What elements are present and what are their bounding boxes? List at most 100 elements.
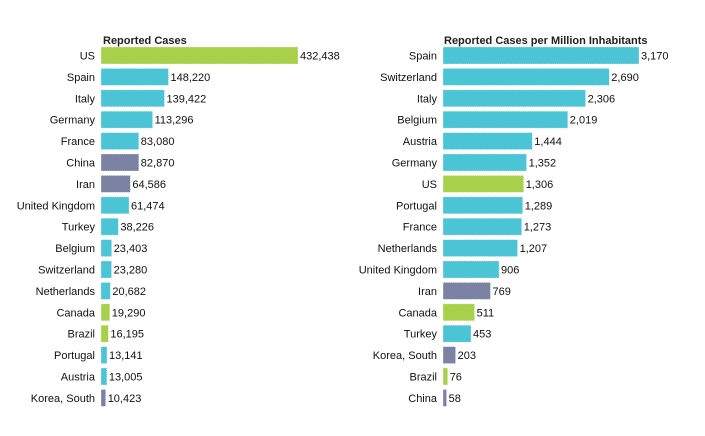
bar <box>100 110 153 129</box>
category-label: United Kingdom <box>359 265 437 277</box>
category-label: Portugal <box>396 200 437 212</box>
bar <box>442 282 491 300</box>
category-label: Switzerland <box>380 72 437 84</box>
bar <box>100 260 112 279</box>
value-label: 19,290 <box>112 307 146 319</box>
value-label: 38,226 <box>120 222 154 234</box>
value-label: 1,306 <box>526 179 554 191</box>
value-label: 61,474 <box>131 200 165 212</box>
category-label: Italy <box>75 93 96 105</box>
value-label: 1,289 <box>525 200 553 212</box>
category-label: Spain <box>67 72 95 84</box>
category-label: Italy <box>417 93 438 105</box>
value-label: 511 <box>477 307 495 319</box>
bar <box>442 196 523 215</box>
value-label: 203 <box>458 350 476 362</box>
value-label: 769 <box>493 286 511 298</box>
value-label: 148,220 <box>171 72 211 84</box>
chart-panel-1: Reported Cases US 432,438 Spain 148,220 Italy… <box>17 35 340 407</box>
chart-title: Reported Cases per Million Inhabitants <box>444 35 648 47</box>
bar <box>442 110 569 129</box>
bar <box>442 46 640 65</box>
category-label: Korea, South <box>373 350 437 362</box>
value-label: 76 <box>450 372 462 384</box>
category-label: Germany <box>50 115 96 127</box>
category-label: Belgium <box>55 243 95 255</box>
category-label: US <box>422 179 437 191</box>
bar <box>442 89 586 108</box>
bar <box>442 260 500 279</box>
value-label: 83,080 <box>141 136 175 148</box>
category-label: Netherlands <box>36 286 96 298</box>
value-label: 23,403 <box>114 243 148 255</box>
value-label: 906 <box>501 265 519 277</box>
bar <box>442 68 610 86</box>
bar <box>100 89 165 108</box>
value-label: 113,296 <box>155 115 194 127</box>
value-label: 10,423 <box>108 393 142 405</box>
value-label: 2,019 <box>570 115 598 127</box>
category-label: Spain <box>409 51 437 63</box>
chart-panel-2: Reported Cases per Million Inhabitants Sp… <box>359 35 669 407</box>
category-label: Austria <box>403 136 438 148</box>
bar <box>100 324 109 343</box>
category-label: Belgium <box>397 115 437 127</box>
bar <box>442 346 456 364</box>
value-label: 13,005 <box>109 372 143 384</box>
category-label: Canada <box>56 307 95 319</box>
category-label: Brazil <box>67 329 95 341</box>
category-label: US <box>80 51 95 63</box>
category-label: United Kingdom <box>17 200 95 212</box>
bar <box>100 282 111 300</box>
category-label: Portugal <box>54 350 95 362</box>
value-label: 139,422 <box>167 93 207 105</box>
bar <box>100 346 108 364</box>
category-label: Turkey <box>62 222 96 234</box>
category-label: China <box>408 393 438 405</box>
category-label: Canada <box>398 307 437 319</box>
value-label: 82,870 <box>141 158 175 170</box>
value-label: 64,586 <box>132 179 166 191</box>
bar <box>442 239 518 257</box>
bar <box>442 324 472 343</box>
value-label: 1,273 <box>524 222 552 234</box>
value-label: 13,141 <box>109 350 143 362</box>
value-label: 23,280 <box>114 265 148 277</box>
category-label: Brazil <box>409 372 437 384</box>
bar <box>100 68 169 86</box>
value-label: 20,682 <box>112 286 146 298</box>
category-label: Switzerland <box>38 265 95 277</box>
value-label: 1,352 <box>529 158 557 170</box>
value-label: 2,690 <box>611 72 639 84</box>
bar <box>442 132 533 150</box>
value-label: 432,438 <box>300 51 340 63</box>
bar <box>100 217 119 236</box>
value-label: 16,195 <box>110 329 144 341</box>
bar <box>100 367 108 386</box>
bar <box>442 303 475 322</box>
value-label: 2,306 <box>588 93 616 105</box>
category-label: China <box>66 158 96 170</box>
value-label: 3,170 <box>641 51 669 63</box>
value-label: 1,207 <box>520 243 548 255</box>
category-label: France <box>403 222 437 234</box>
bar <box>100 239 112 257</box>
value-label: 1,444 <box>534 136 562 148</box>
bar <box>100 303 111 322</box>
category-label: Austria <box>61 372 96 384</box>
bar <box>442 217 522 236</box>
category-label: Netherlands <box>378 243 438 255</box>
category-label: Korea, South <box>31 393 95 405</box>
category-label: Iran <box>418 286 437 298</box>
bar <box>100 175 131 193</box>
bar <box>100 196 130 215</box>
bar <box>442 367 448 386</box>
bar <box>442 389 447 407</box>
value-label: 58 <box>449 393 461 405</box>
chart-title: Reported Cases <box>103 35 187 47</box>
category-label: Turkey <box>404 329 438 341</box>
value-label: 453 <box>473 329 491 341</box>
bar <box>100 132 140 150</box>
bar <box>100 389 106 407</box>
